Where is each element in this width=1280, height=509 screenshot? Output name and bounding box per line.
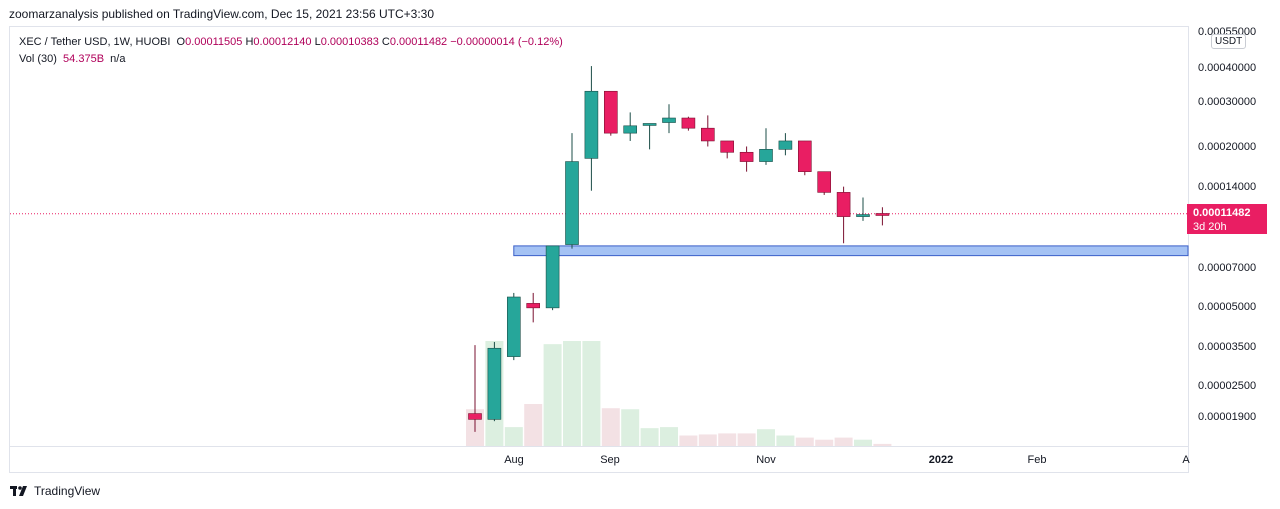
close-value: 0.00011482 [389, 36, 448, 48]
time-tick: Aug [504, 454, 524, 466]
volume-bar [543, 344, 562, 446]
publisher-line: zoomarzanalysis published on TradingView… [9, 7, 435, 21]
price-tick: 0.00005000 [1198, 301, 1257, 313]
volume-bar [737, 433, 756, 446]
volume-row: Vol (30) 54.375B n/a [19, 51, 563, 68]
last-price-value: 0.00011482 [1193, 207, 1251, 219]
volume-bar [698, 434, 717, 446]
price-tick: 0.00014000 [1198, 181, 1257, 193]
candle-body [875, 213, 890, 216]
candle-body [603, 90, 618, 134]
volume-value: 54.375B [63, 53, 105, 65]
time-tick: Sep [600, 454, 620, 466]
price-tick: 0.00030000 [1198, 96, 1257, 108]
price-tick: 0.00003500 [1198, 341, 1257, 353]
candle-body [778, 140, 793, 150]
volume-bar [582, 341, 601, 446]
price-tick: 0.00007000 [1198, 262, 1257, 274]
candle-body [642, 123, 657, 126]
currency-unit-badge[interactable]: USDT [1211, 34, 1247, 49]
volume-bar [718, 433, 737, 446]
candle-body [545, 245, 560, 309]
volume-bar [854, 439, 872, 446]
change-value: −0.00000014 (−0.12%) [450, 36, 563, 48]
candle-body [468, 413, 482, 420]
volume-bar [795, 437, 814, 446]
candle-body [739, 151, 754, 162]
chart-legend: XEC / Tether USD, 1W, HUOBI O0.00011505 … [19, 34, 563, 68]
ohlc-row: XEC / Tether USD, 1W, HUOBI O0.00011505 … [19, 34, 563, 51]
support-zone [513, 245, 1189, 257]
volume-bar [679, 435, 698, 446]
candle-body [720, 140, 735, 153]
volume-bar [757, 429, 775, 446]
candle-body [817, 171, 832, 193]
footer-brand[interactable]: TradingView [10, 484, 100, 498]
open-label: O [176, 36, 186, 48]
high-value: 0.00012140 [253, 36, 312, 48]
last-price-tag: 0.00011482 3d 20h [1187, 204, 1267, 234]
candle-body [584, 90, 599, 159]
volume-label[interactable]: Vol (30) [19, 53, 57, 65]
volume-bar [815, 439, 834, 446]
volume-bar [601, 408, 620, 446]
volume-bar [873, 443, 892, 446]
candle-body [681, 117, 696, 129]
time-tick: Feb [1027, 454, 1047, 466]
price-tick: 0.00020000 [1198, 141, 1257, 153]
candle-body [565, 161, 579, 245]
symbol-label[interactable]: XEC / Tether USD, 1W, HUOBI [19, 36, 171, 48]
tradingview-logo-icon [10, 486, 27, 496]
volume-extra: n/a [110, 53, 126, 65]
price-tick: 0.00001900 [1198, 411, 1257, 423]
low-label: L [314, 36, 321, 48]
time-tick: 2022 [928, 454, 954, 466]
candle-body [759, 149, 773, 162]
price-tick: 0.00002500 [1198, 380, 1257, 392]
brand-name: TradingView [34, 484, 101, 498]
candle-body [836, 192, 851, 217]
candle-body [623, 125, 638, 134]
low-value: 0.00010383 [320, 36, 379, 48]
volume-bar [524, 404, 543, 446]
high-label: H [245, 36, 254, 48]
close-label: C [381, 36, 390, 48]
candle-body [506, 296, 521, 357]
volume-bar [504, 427, 523, 446]
volume-bar [640, 428, 659, 446]
candle-body [797, 140, 812, 172]
price-axis[interactable]: 0.00055000 0.00040000 0.00030000 0.00020… [1189, 26, 1280, 473]
candle-body [856, 214, 870, 217]
bar-countdown: 3d 20h [1193, 221, 1227, 233]
open-value: 0.00011505 [185, 36, 243, 48]
candle-body [662, 117, 676, 123]
price-tick: 0.00040000 [1198, 62, 1257, 74]
volume-bar [776, 435, 795, 446]
volume-bar [621, 409, 640, 446]
volume-bar [563, 341, 581, 446]
volume-bar [834, 437, 853, 446]
time-tick: A [1182, 454, 1190, 466]
candle-body [526, 303, 541, 309]
volume-bar [660, 427, 678, 446]
candle-body [487, 347, 502, 420]
time-tick: Nov [756, 454, 776, 466]
candle-body [700, 127, 715, 142]
